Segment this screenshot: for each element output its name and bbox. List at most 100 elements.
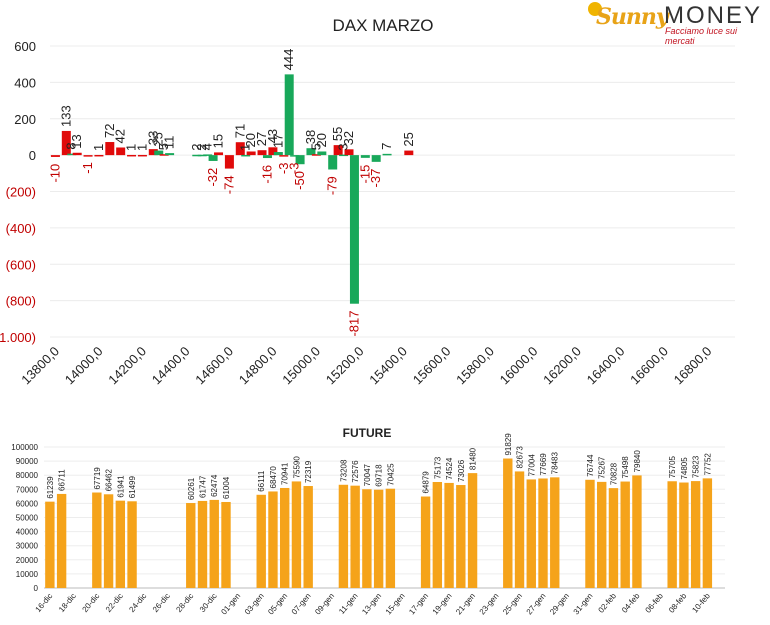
data-label: 2: [194, 144, 209, 151]
bar: [344, 149, 354, 156]
x-tick-label: 28-dic: [174, 592, 195, 614]
x-tick-label: 14400,0: [149, 344, 193, 388]
bar: [311, 154, 321, 156]
bar: [45, 501, 55, 588]
data-label: 75705: [668, 455, 677, 478]
data-label: 3: [336, 143, 351, 150]
sunny-money-logo: Sunny MONEY Facciamo luce sui mercati: [588, 2, 768, 46]
bar: [333, 145, 343, 156]
bar: [632, 475, 642, 588]
x-tick-label: 11-gen: [337, 592, 360, 616]
data-label: -79: [325, 176, 340, 195]
bar: [620, 481, 630, 588]
x-tick-label: 15200,0: [323, 344, 367, 388]
data-label: 5: [156, 143, 171, 150]
x-tick-label: 17-gen: [407, 592, 430, 617]
bar: [597, 481, 607, 588]
bar: [105, 142, 115, 156]
data-label: 42: [113, 129, 128, 143]
data-label: -1: [80, 162, 95, 174]
x-tick-label: 06-feb: [643, 591, 665, 615]
bar: [208, 155, 218, 161]
y-tick-label: 0: [29, 148, 36, 163]
data-labels: 61239 66711 67719 66462 61941 61499 60261 61747…: [46, 433, 713, 500]
x-tick-label: 13800,0: [18, 344, 62, 388]
x-tick-label: 16400,0: [584, 344, 628, 388]
x-tick-label: 03-gen: [243, 592, 266, 617]
data-label: 81480: [469, 447, 478, 470]
bar: [284, 74, 294, 156]
bar: [127, 501, 137, 588]
x-tick-label: 23-gen: [478, 592, 501, 617]
data-label: 66111: [257, 470, 266, 492]
data-label: 55: [330, 127, 345, 141]
x-tick-label: 15400,0: [366, 344, 410, 388]
bar: [221, 501, 231, 588]
x-axis-labels: 16-dic 18-dic 20-dic 22-dic 24-dic 26-dic 28-d…: [33, 591, 712, 616]
bar: [328, 155, 338, 170]
y-tick-label: 600: [14, 39, 36, 54]
y-tick-label: (600): [6, 257, 36, 272]
data-label: 79840: [633, 450, 642, 473]
data-label: -16: [259, 165, 274, 184]
bar: [679, 482, 689, 588]
data-label: -15: [357, 165, 372, 184]
bar: [538, 478, 548, 588]
x-tick-label: 24-dic: [127, 592, 148, 614]
data-label: 78483: [551, 452, 560, 475]
x-tick-label: 02-feb: [597, 591, 619, 615]
bar: [371, 155, 381, 162]
data-label: 62474: [210, 474, 219, 497]
data-label: 91829: [504, 433, 513, 456]
data-label: -74: [221, 175, 236, 194]
x-tick-label: 15-gen: [384, 592, 407, 617]
y-tick-label: 400: [14, 75, 36, 90]
bar: [306, 148, 316, 156]
y-tick-label: 90000: [16, 457, 39, 466]
data-label: 20: [314, 133, 329, 147]
bar: [317, 151, 327, 156]
data-label: 75267: [598, 456, 607, 479]
data-label: 11: [162, 136, 177, 150]
x-tick-label: 05-gen: [266, 592, 289, 617]
y-tick-label: 20000: [16, 556, 39, 565]
data-label: 20: [243, 133, 258, 147]
x-tick-label: 14800,0: [236, 344, 280, 388]
bar: [203, 154, 213, 156]
bar: [103, 494, 114, 588]
x-tick-label: 14000,0: [62, 344, 106, 388]
bar: [165, 153, 175, 156]
data-label: 69718: [375, 464, 384, 487]
bar: [197, 500, 208, 588]
bar: [373, 489, 384, 588]
data-label: 1: [134, 144, 149, 151]
x-tick-label: 27-gen: [525, 592, 548, 617]
x-tick-label: 16-dic: [33, 592, 54, 614]
data-label: 61239: [46, 476, 55, 499]
x-tick-label: 15800,0: [453, 344, 497, 388]
x-tick-label: 16800,0: [671, 344, 715, 388]
logo-sunny: Sunny: [596, 4, 669, 30]
bar: [279, 155, 289, 157]
data-label: 67719: [93, 467, 102, 490]
x-tick-label: 31-gen: [572, 592, 595, 617]
data-label: 25: [401, 132, 416, 146]
data-label: 32: [341, 131, 356, 145]
bar: [116, 147, 126, 156]
bar: [83, 155, 93, 157]
data-label: 66711: [58, 469, 67, 491]
data-label: 72319: [304, 460, 313, 483]
x-tick-label: 16000,0: [497, 344, 541, 388]
data-label: 1: [238, 144, 253, 151]
x-tick-label: 22-dic: [104, 592, 125, 614]
bar: [550, 477, 560, 588]
x-tick-label: 08-feb: [667, 591, 689, 615]
x-tick-label: 15600,0: [410, 344, 454, 388]
y-tick-label: 40000: [16, 528, 39, 537]
data-label: 43: [265, 129, 280, 143]
data-label: 17: [270, 134, 285, 148]
bar: [690, 481, 701, 588]
data-label: 133: [58, 105, 73, 127]
data-label: 2: [189, 144, 204, 151]
